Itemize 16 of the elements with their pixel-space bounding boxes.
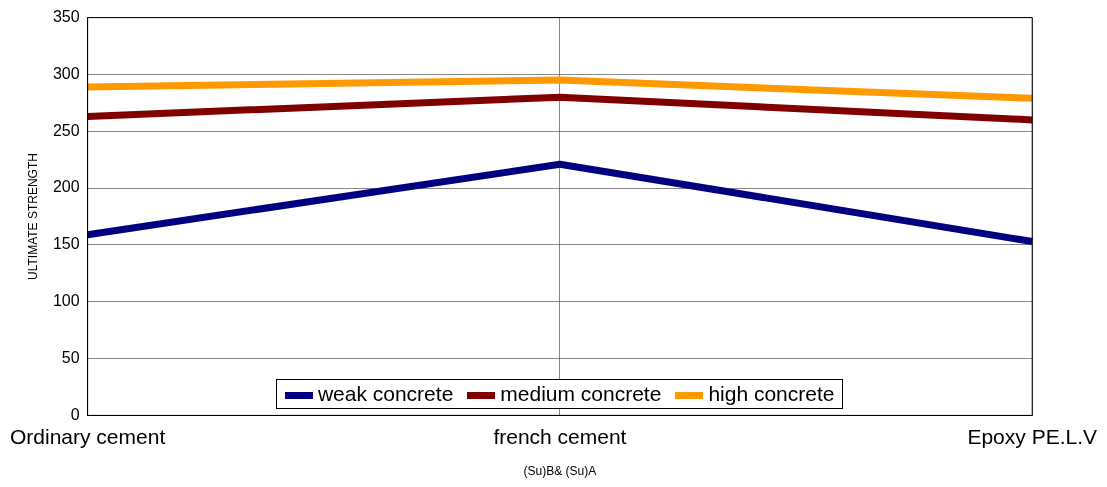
y-tick-label: 100 (52, 292, 80, 310)
y-tick-label: 250 (52, 121, 80, 139)
y-tick-label: 0 (70, 405, 80, 423)
y-axis-title: ULTIMATE STRENGTH (26, 153, 41, 280)
y-tick-label: 200 (52, 178, 80, 196)
x-tick-label: Epoxy PE.L.V (967, 424, 1097, 448)
legend-label: weak concrete (316, 382, 454, 407)
y-tick-label: 350 (52, 8, 80, 26)
x-axis-title: (Su)B& (Su)A (523, 464, 597, 479)
x-tick-label: Ordinary cement (9, 424, 166, 448)
y-tick-label: 50 (61, 348, 80, 366)
legend-label: high concrete (707, 382, 835, 407)
legend-label: medium concrete (499, 382, 662, 407)
y-tick-label: 150 (52, 235, 80, 253)
y-tick-label: 300 (52, 64, 80, 82)
x-tick-label: french cement (493, 424, 627, 448)
